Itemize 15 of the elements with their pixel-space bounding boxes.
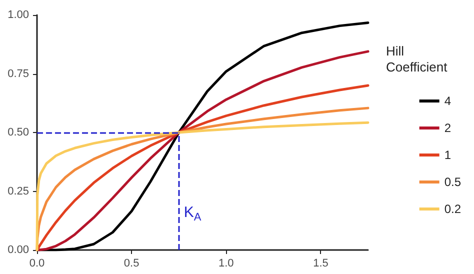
y-tick-label: 1.00	[8, 9, 29, 21]
legend-label: 0.5	[444, 175, 462, 189]
y-tick-label: 0.75	[8, 68, 29, 80]
y-tick-label: 0.50	[8, 126, 29, 138]
y-tick-label: 0.25	[8, 185, 29, 198]
y-tick-label: 0.00	[8, 244, 29, 256]
legend-label: 1	[444, 148, 452, 162]
x-tick-label: 1.5	[313, 258, 328, 270]
x-tick-label: 0.0	[29, 258, 45, 270]
legend-label: 4	[444, 94, 452, 108]
x-tick-label: 0.5	[124, 258, 140, 270]
legend-label: 2	[444, 121, 452, 135]
x-tick-label: 1.0	[218, 258, 234, 270]
legend-title: Hill Coefficient	[386, 44, 448, 74]
legend-label: 0.2	[444, 202, 462, 216]
